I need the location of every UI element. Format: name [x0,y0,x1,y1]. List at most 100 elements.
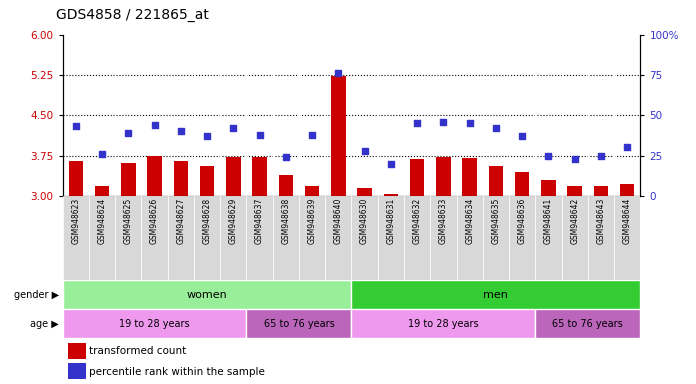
Point [569,156,580,162]
Point [149,122,160,128]
Bar [63,280,351,309]
Text: GSM948632: GSM948632 [413,197,422,244]
Bar [383,194,398,196]
Text: GSM948643: GSM948643 [596,197,606,244]
Point [70,123,81,129]
Text: GSM948640: GSM948640 [334,197,343,244]
Bar [541,180,555,196]
Bar [63,309,246,338]
Text: GSM948634: GSM948634 [465,197,474,244]
Bar [483,196,509,280]
Text: GSM948641: GSM948641 [544,197,553,244]
Bar [351,196,378,280]
Bar [63,196,89,280]
Bar [614,196,640,280]
Point [622,144,633,151]
Bar [278,175,293,196]
Text: 19 to 28 years: 19 to 28 years [408,318,479,329]
Text: GSM948644: GSM948644 [623,197,632,244]
Text: GSM948625: GSM948625 [124,197,133,244]
Point [464,120,475,126]
Bar [515,172,530,196]
Bar [325,196,351,280]
Bar [226,157,241,196]
Point [516,133,528,139]
Point [411,120,422,126]
Point [543,152,554,159]
Bar [620,184,635,196]
Bar [246,309,351,338]
Bar [220,196,246,280]
Bar [141,196,168,280]
Point [97,151,108,157]
Point [280,154,292,160]
Bar [404,196,430,280]
Bar [121,162,136,196]
Text: GSM948642: GSM948642 [570,197,579,244]
Bar [89,196,115,280]
Bar [95,186,109,196]
Bar [253,157,267,196]
Text: women: women [187,290,228,300]
Bar [588,196,614,280]
Point [254,131,265,137]
Bar [299,196,325,280]
Bar [462,158,477,196]
Bar [457,196,483,280]
Bar [273,196,299,280]
Text: 65 to 76 years: 65 to 76 years [553,318,623,329]
Text: GSM948630: GSM948630 [360,197,369,244]
Text: GSM948637: GSM948637 [255,197,264,244]
Bar [68,363,86,379]
Point [228,125,239,131]
Text: GSM948633: GSM948633 [439,197,448,244]
Bar [357,188,372,196]
Bar [194,196,220,280]
Text: age ▶: age ▶ [31,318,59,329]
Bar [331,76,346,196]
Bar [68,161,83,196]
Text: transformed count: transformed count [88,346,186,356]
Text: GSM948638: GSM948638 [281,197,290,244]
Bar [351,280,640,309]
Bar [509,196,535,280]
Bar [200,166,214,196]
Point [202,133,213,139]
Bar [594,186,608,196]
Point [175,128,187,134]
Point [333,70,344,76]
Text: GSM948624: GSM948624 [97,197,106,244]
Point [490,125,501,131]
Point [386,161,397,167]
Bar [351,309,535,338]
Bar [305,186,319,196]
Text: GSM948629: GSM948629 [229,197,238,244]
Text: GSM948628: GSM948628 [203,197,212,244]
Text: GSM948639: GSM948639 [308,197,317,244]
Bar [567,186,582,196]
Bar [535,196,562,280]
Text: GSM948631: GSM948631 [386,197,395,244]
Text: gender ▶: gender ▶ [14,290,59,300]
Text: 19 to 28 years: 19 to 28 years [119,318,190,329]
Bar [68,343,86,359]
Text: GSM948635: GSM948635 [491,197,500,244]
Text: percentile rank within the sample: percentile rank within the sample [88,367,264,377]
Text: GSM948626: GSM948626 [150,197,159,244]
Point [122,130,134,136]
Bar [168,196,194,280]
Bar [489,166,503,196]
Point [359,147,370,154]
Bar [430,196,457,280]
Text: GDS4858 / 221865_at: GDS4858 / 221865_at [56,8,209,22]
Text: 65 to 76 years: 65 to 76 years [264,318,334,329]
Bar [535,309,640,338]
Bar [378,196,404,280]
Point [438,119,449,125]
Bar [436,157,450,196]
Point [306,131,317,137]
Text: GSM948623: GSM948623 [71,197,80,244]
Bar [173,161,188,196]
Bar [562,196,588,280]
Point [595,152,606,159]
